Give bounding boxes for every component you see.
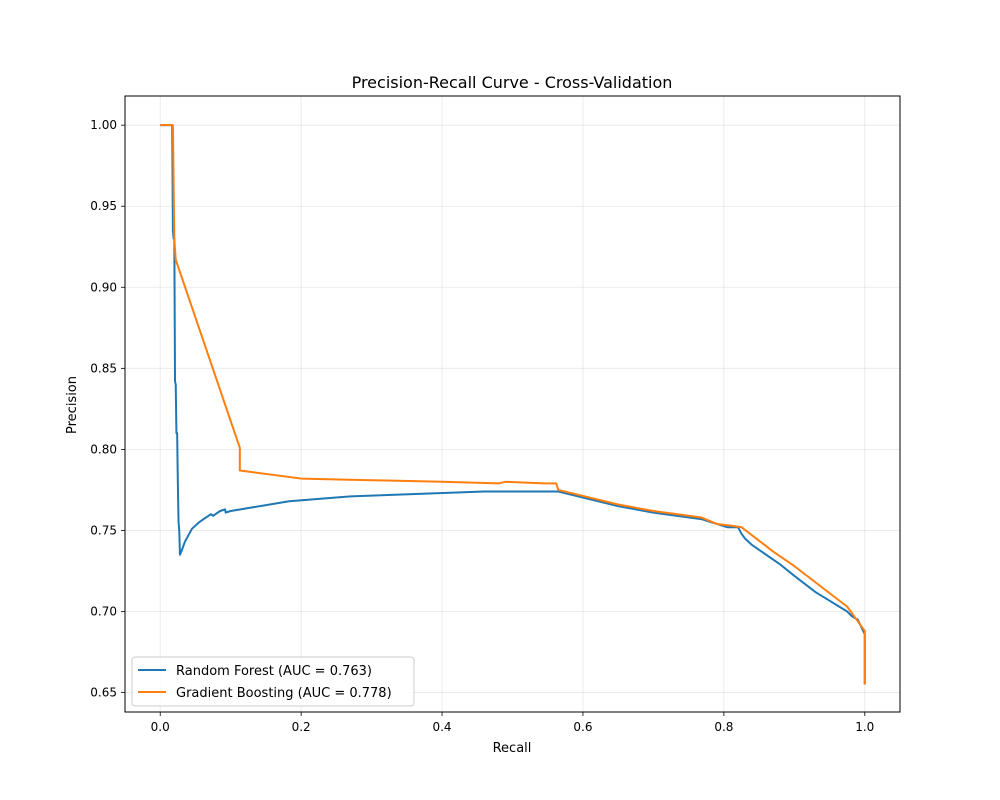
x-tick-label: 1.0 — [855, 720, 874, 734]
series-line-gradient-boosting — [160, 124, 866, 685]
legend-label-random-forest: Random Forest (AUC = 0.763) — [176, 664, 372, 679]
x-tick-label: 0.0 — [151, 720, 170, 734]
x-axis-ticks: 0.0 0.2 0.4 0.6 0.8 1.0 — [151, 712, 874, 734]
y-tick-label: 0.65 — [90, 686, 117, 700]
series-line-random-forest — [160, 124, 866, 685]
y-tick-label: 1.00 — [90, 118, 117, 132]
y-tick-label: 0.80 — [90, 442, 117, 456]
y-tick-label: 0.95 — [90, 199, 117, 213]
series-layer — [160, 124, 866, 685]
y-axis-label: Precision — [65, 376, 80, 434]
legend-box — [131, 656, 415, 707]
legend: Random Forest (AUC = 0.763) Gradient Boo… — [131, 656, 415, 707]
y-tick-label: 0.70 — [90, 604, 117, 618]
y-tick-label: 0.85 — [90, 361, 117, 375]
grid — [125, 96, 900, 712]
legend-label-gradient-boosting: Gradient Boosting (AUC = 0.778) — [176, 686, 392, 701]
x-tick-label: 0.8 — [714, 720, 733, 734]
y-tick-label: 0.90 — [90, 280, 117, 294]
chart-title: Precision-Recall Curve - Cross-Validatio… — [352, 73, 673, 92]
x-tick-label: 0.6 — [573, 720, 592, 734]
plot-frame — [124, 95, 901, 713]
x-tick-label: 0.2 — [292, 720, 311, 734]
y-tick-label: 0.75 — [90, 523, 117, 537]
x-axis-label: Recall — [493, 741, 532, 756]
x-tick-label: 0.4 — [432, 720, 451, 734]
y-axis-ticks: 0.65 0.70 0.75 0.80 0.85 0.90 0.95 1.00 — [90, 118, 125, 700]
